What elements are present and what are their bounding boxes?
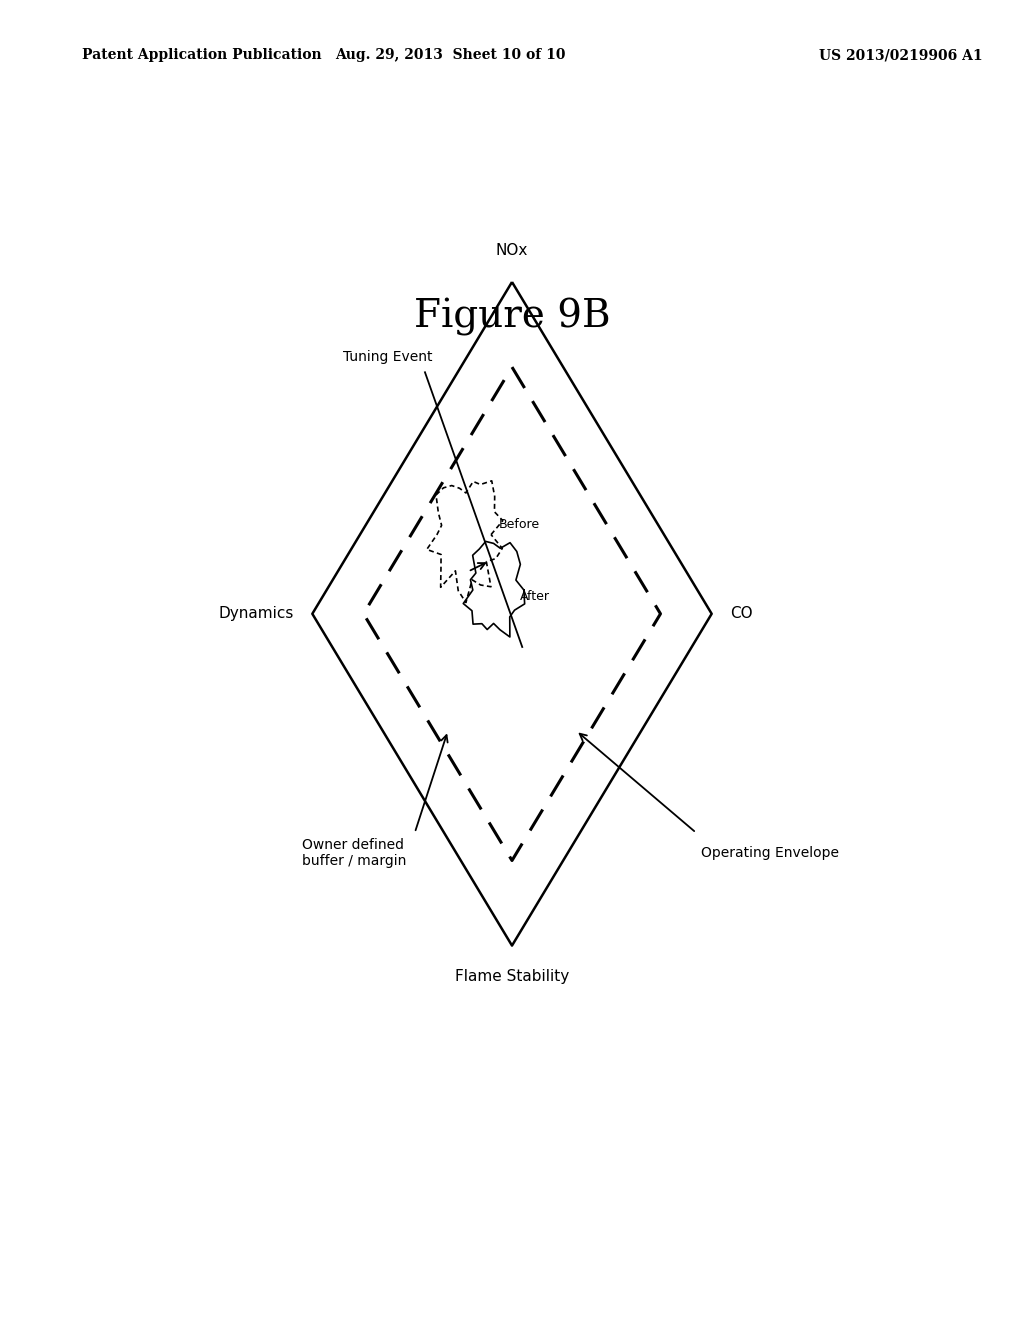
Text: After: After <box>520 590 550 603</box>
Text: Flame Stability: Flame Stability <box>455 969 569 985</box>
Text: NOx: NOx <box>496 243 528 259</box>
Text: Owner defined
buffer / margin: Owner defined buffer / margin <box>302 838 407 867</box>
Text: US 2013/0219906 A1: US 2013/0219906 A1 <box>819 49 983 62</box>
Text: Dynamics: Dynamics <box>218 606 294 622</box>
Text: CO: CO <box>730 606 753 622</box>
Text: Operating Envelope: Operating Envelope <box>701 846 840 859</box>
Text: Aug. 29, 2013  Sheet 10 of 10: Aug. 29, 2013 Sheet 10 of 10 <box>335 49 566 62</box>
Text: Before: Before <box>499 517 540 531</box>
Text: Figure 9B: Figure 9B <box>414 298 610 335</box>
Text: Patent Application Publication: Patent Application Publication <box>82 49 322 62</box>
Text: Tuning Event: Tuning Event <box>343 350 432 364</box>
